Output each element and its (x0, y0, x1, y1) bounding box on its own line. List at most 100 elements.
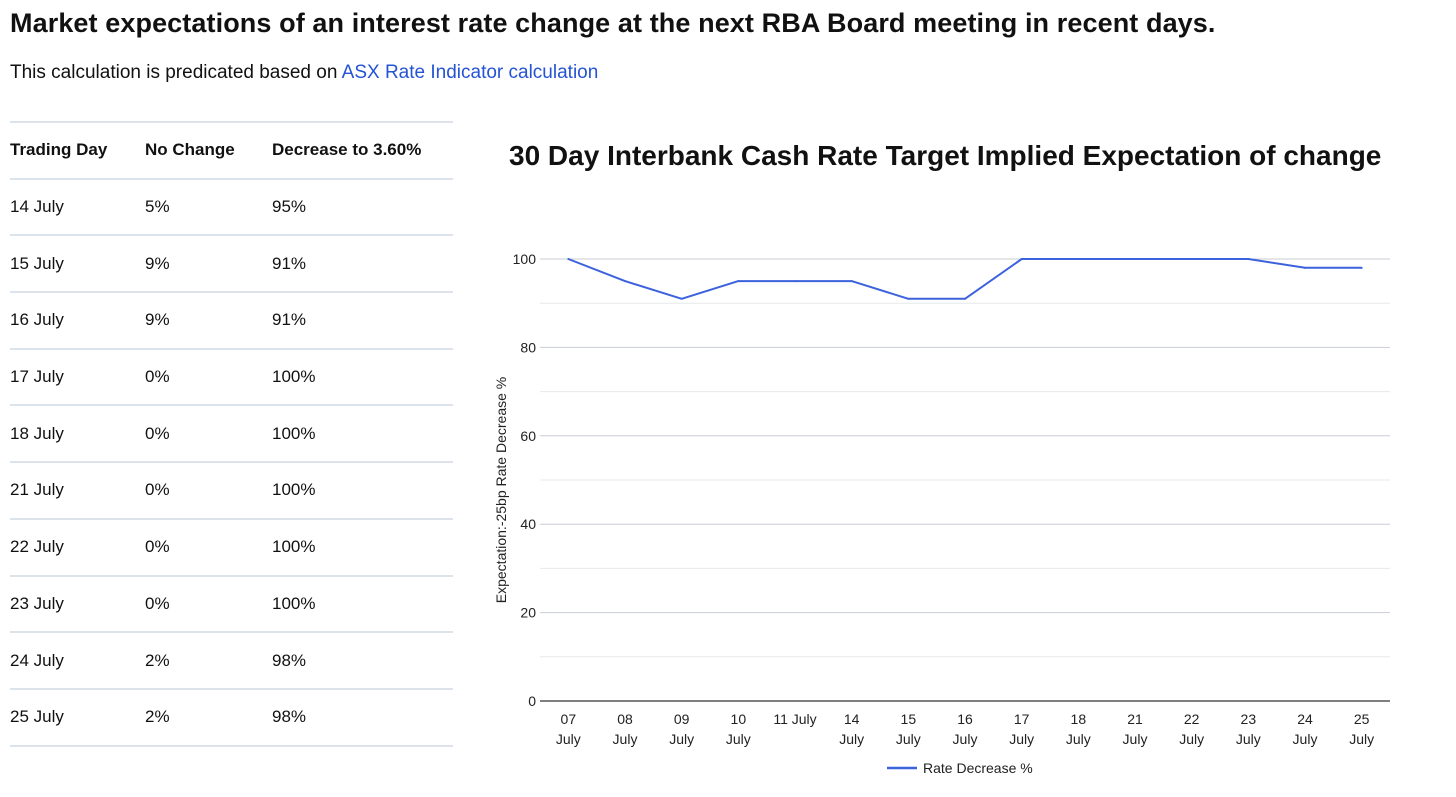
expectations-table: Trading Day No Change Decrease to 3.60% … (10, 121, 453, 747)
table-row: 18 July 0% 100% (10, 405, 453, 463)
x-tick-label: July (1236, 731, 1261, 747)
cell-no-change: 2% (145, 650, 170, 670)
subtitle-text: This calculation is predicated based on (10, 62, 342, 83)
data-point (737, 280, 740, 283)
x-tick-label: 25 (1354, 711, 1370, 727)
data-point (964, 297, 966, 300)
data-point (1247, 258, 1250, 260)
x-tick-label: 17 (1014, 711, 1030, 727)
x-tick-label: July (1349, 731, 1374, 747)
data-point (567, 258, 570, 260)
x-tick-label: July (839, 731, 864, 747)
y-tick-label: 40 (520, 516, 536, 532)
cell-no-change: 0% (145, 367, 170, 387)
table-row: 17 July 0% 100% (10, 349, 453, 406)
x-tick-label: July (613, 731, 638, 747)
cell-no-change: 9% (145, 310, 170, 330)
x-tick-label: 08 (617, 711, 633, 727)
series-line (567, 258, 1362, 300)
subtitle: This calculation is predicated based on … (10, 62, 598, 84)
table-header-row: Trading Day No Change Decrease to 3.60% (10, 122, 453, 179)
page-title: Market expectations of an interest rate … (10, 8, 1216, 38)
asx-rate-indicator-link[interactable]: ASX Rate Indicator calculation (341, 62, 599, 83)
cell-trading-day: 15 July (10, 253, 64, 273)
cell-no-change: 0% (145, 593, 170, 613)
data-point (1360, 266, 1363, 269)
x-tick-label: 10 (731, 711, 747, 727)
table-row: 25 July 2% 98% (10, 689, 453, 746)
data-point (1134, 258, 1136, 260)
cell-no-change: 0% (145, 423, 170, 443)
cell-no-change: 9% (145, 253, 170, 273)
table-row: 15 July 9% 91% (10, 235, 453, 293)
y-tick-label: 80 (520, 339, 536, 355)
x-tick-label: July (669, 731, 694, 747)
data-point (1190, 258, 1193, 260)
cell-trading-day: 23 July (10, 593, 64, 613)
y-tick-label: 20 (520, 605, 536, 621)
header-decrease: Decrease to 3.60% (272, 140, 422, 160)
cell-trading-day: 16 July (10, 310, 64, 330)
cell-trading-day: 22 July (10, 537, 64, 557)
legend-label: Rate Decrease % (923, 760, 1033, 776)
cell-trading-day: 24 July (10, 650, 64, 670)
x-tick-label: 07 (561, 711, 577, 727)
x-tick-label: July (1066, 731, 1091, 747)
cell-trading-day: 18 July (10, 423, 64, 443)
line-chart: 0 20 40 60 80 100 07 July 08 July 09 July 10 July 11 J… (493, 251, 1390, 776)
x-tick-label: 14 (844, 711, 860, 727)
y-axis-label: Expectation:-25bp Rate Decrease % (493, 377, 509, 603)
x-tick-label: July (726, 731, 751, 747)
cell-no-change: 5% (145, 197, 170, 217)
table-row: 23 July 0% 100% (10, 576, 453, 633)
cell-trading-day: 21 July (10, 480, 64, 500)
header-trading-day: Trading Day (10, 140, 108, 160)
y-tick-label: 60 (520, 428, 536, 444)
cell-decrease: 100% (272, 537, 316, 557)
table-row: 21 July 0% 100% (10, 462, 453, 519)
data-point (1020, 258, 1023, 260)
x-tick-label: July (1179, 731, 1204, 747)
header-no-change: No Change (145, 140, 235, 160)
cell-trading-day: 14 July (10, 197, 64, 217)
x-tick-label: July (556, 731, 581, 747)
cell-no-change: 2% (145, 707, 170, 727)
x-tick-label: 15 (901, 711, 917, 727)
cell-no-change: 0% (145, 537, 170, 557)
cell-trading-day: 17 July (10, 367, 64, 387)
cell-decrease: 100% (272, 423, 316, 443)
y-tick-label: 0 (528, 693, 536, 709)
table-row: 22 July 0% 100% (10, 519, 453, 576)
x-tick-label: 21 (1127, 711, 1143, 727)
table-row: 14 July 5% 95% (10, 179, 453, 236)
cell-decrease: 95% (272, 197, 307, 217)
x-tick-label: July (953, 731, 978, 747)
x-tick-label: July (1123, 731, 1148, 747)
y-tick-label: 100 (513, 251, 537, 267)
cell-decrease: 100% (272, 367, 316, 387)
data-point (850, 280, 853, 283)
cell-no-change: 0% (145, 480, 170, 500)
data-point (907, 297, 910, 300)
x-tick-label: 24 (1297, 711, 1313, 727)
cell-trading-day: 25 July (10, 707, 64, 727)
x-tick-label: 23 (1241, 711, 1257, 727)
data-point (1304, 266, 1306, 269)
cell-decrease: 100% (272, 480, 316, 500)
x-tick-label: 22 (1184, 711, 1200, 727)
x-tick-label: 11 July (773, 711, 816, 727)
cell-decrease: 100% (272, 593, 316, 613)
x-tick-label: 16 (957, 711, 973, 727)
x-tick-label: July (896, 731, 921, 747)
chart-title: 30 Day Interbank Cash Rate Target Implie… (509, 140, 1382, 171)
cell-decrease: 98% (272, 707, 307, 727)
cell-decrease: 91% (272, 310, 307, 330)
table-row: 16 July 9% 91% (10, 292, 453, 349)
cell-decrease: 98% (272, 650, 307, 670)
x-tick-label: July (1009, 731, 1034, 747)
data-point (680, 297, 683, 300)
x-tick-label: 18 (1071, 711, 1087, 727)
x-tick-label: July (1293, 731, 1318, 747)
data-point (794, 280, 796, 283)
table-row: 24 July 2% 98% (10, 632, 453, 689)
